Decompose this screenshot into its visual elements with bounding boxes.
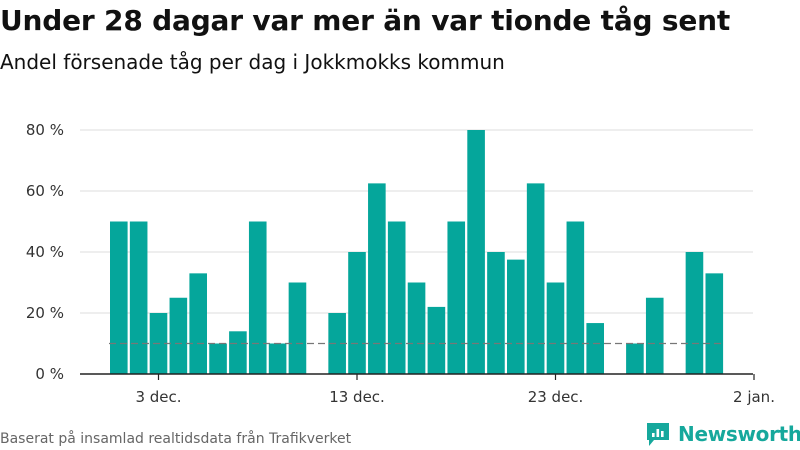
bar-2017-12-02 <box>129 221 148 374</box>
y-tick-label: 60 % <box>26 182 64 200</box>
bar-2017-12-14 <box>368 183 386 374</box>
bar-2017-12-31 <box>705 273 724 374</box>
brand-logo: Newsworthy <box>644 418 800 450</box>
axes: 0 % 20 % 40 % 60 % 80 % 3 dec. 13 dec. 23 dec. 2… <box>26 121 775 406</box>
chart-subtitle: Andel försenade tåg per dag i Jokkmokks … <box>0 50 505 74</box>
x-tick-label: 3 dec. <box>135 388 181 406</box>
brand-name: Newsworthy <box>678 422 800 446</box>
chart-title: Under 28 dagar var mer än var tionde tåg… <box>0 4 731 37</box>
bar-2017-12-09 <box>268 343 287 374</box>
bar-2017-12-13 <box>348 252 366 374</box>
y-tick-label: 40 % <box>26 243 64 261</box>
bars <box>110 130 724 374</box>
bar-2017-12-12 <box>328 313 346 374</box>
bar-2017-12-22 <box>526 183 545 374</box>
bar-2017-12-16 <box>407 282 426 374</box>
bar-2017-12-30 <box>685 252 704 374</box>
bar-chart: 0 % 20 % 40 % 60 % 80 % 3 dec. 13 dec. 23 dec. 2… <box>26 121 775 406</box>
x-tick-label: 23 dec. <box>528 388 584 406</box>
bar-2017-12-08 <box>248 221 267 374</box>
bar-2017-12-28 <box>645 297 664 374</box>
bar-2017-12-15 <box>387 221 406 374</box>
y-tick-label: 80 % <box>26 121 64 139</box>
newsworthy-logo-icon <box>647 423 669 446</box>
x-tick-label: 13 dec. <box>329 388 385 406</box>
bar-2017-12-20 <box>487 252 505 374</box>
source-note: Baserat på insamlad realtidsdata från Tr… <box>0 431 352 447</box>
bar-2017-12-17 <box>427 306 446 374</box>
bar-2017-12-23 <box>546 282 565 374</box>
y-tick-label: 0 % <box>35 365 64 383</box>
bar-2017-12-04 <box>169 297 188 374</box>
bar-2017-12-24 <box>566 221 585 374</box>
bar-2017-12-06 <box>209 343 227 374</box>
bar-2017-12-27 <box>626 343 644 374</box>
x-tick-label: 2 jan. <box>733 388 775 406</box>
bar-2017-12-05 <box>189 273 207 374</box>
bar-2017-12-07 <box>229 331 247 374</box>
bar-2017-12-21 <box>507 259 525 374</box>
bar-2017-12-25 <box>586 323 604 374</box>
bar-2017-12-10 <box>288 282 307 374</box>
bar-2017-12-18 <box>447 221 466 374</box>
y-tick-label: 20 % <box>26 304 64 322</box>
bar-2017-12-19 <box>467 130 485 374</box>
bar-2017-12-01 <box>110 221 128 374</box>
